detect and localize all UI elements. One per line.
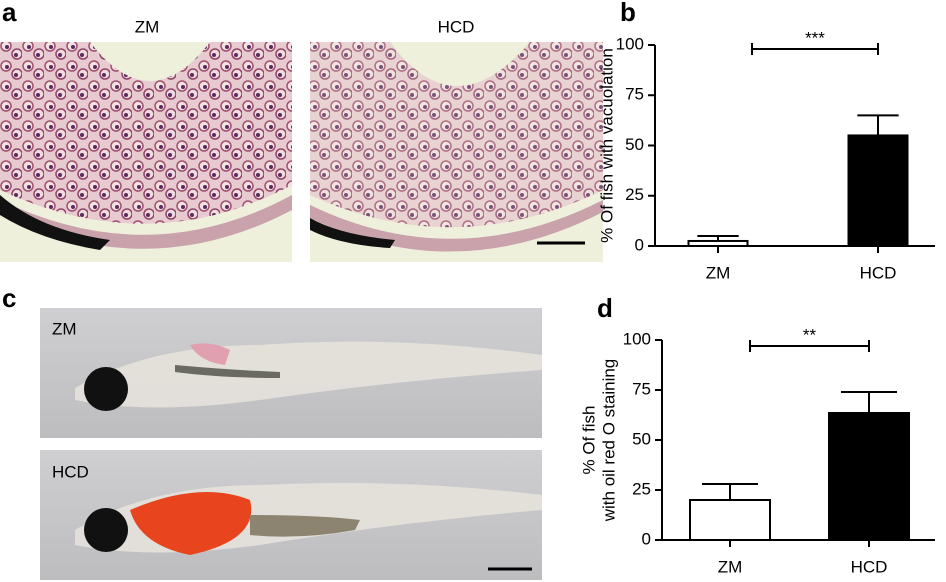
image-label: ZM bbox=[135, 17, 160, 36]
y-tick-label: 0 bbox=[642, 529, 651, 548]
y-tick-label: 100 bbox=[623, 329, 651, 348]
y-tick-label: 0 bbox=[635, 235, 644, 254]
panel-letter: b bbox=[620, 0, 636, 27]
y-tick-label: 100 bbox=[616, 34, 644, 53]
y-axis-label: % Of fish with vacuolation bbox=[597, 48, 616, 243]
panel-letter: d bbox=[597, 293, 613, 323]
panel-letter: c bbox=[2, 283, 16, 313]
histology-image bbox=[0, 42, 292, 262]
panel-letter: a bbox=[2, 0, 17, 27]
y-axis-label: with oil red O staining bbox=[599, 359, 618, 523]
fish-image: HCD bbox=[40, 450, 542, 580]
y-tick-label: 50 bbox=[625, 135, 644, 154]
x-tick-label: ZM bbox=[718, 557, 743, 576]
image-label: ZM bbox=[52, 319, 77, 338]
y-tick-label: 75 bbox=[625, 85, 644, 104]
bar bbox=[689, 499, 771, 541]
bar bbox=[828, 412, 910, 541]
fish-image: ZM bbox=[40, 308, 542, 438]
y-axis-label: % Of fish bbox=[579, 406, 598, 475]
histology-image bbox=[310, 42, 603, 262]
y-tick-label: 75 bbox=[632, 379, 651, 398]
x-tick-label: HCD bbox=[860, 263, 897, 282]
y-tick-label: 25 bbox=[632, 479, 651, 498]
significance-label: ** bbox=[803, 325, 817, 344]
image-label: HCD bbox=[438, 17, 475, 36]
y-tick-label: 25 bbox=[625, 185, 644, 204]
x-tick-label: ZM bbox=[706, 263, 731, 282]
bar bbox=[847, 134, 909, 247]
image-label: HCD bbox=[52, 462, 89, 481]
bar bbox=[687, 239, 749, 248]
x-tick-label: HCD bbox=[851, 557, 888, 576]
significance-label: *** bbox=[805, 28, 825, 47]
y-tick-label: 50 bbox=[632, 429, 651, 448]
